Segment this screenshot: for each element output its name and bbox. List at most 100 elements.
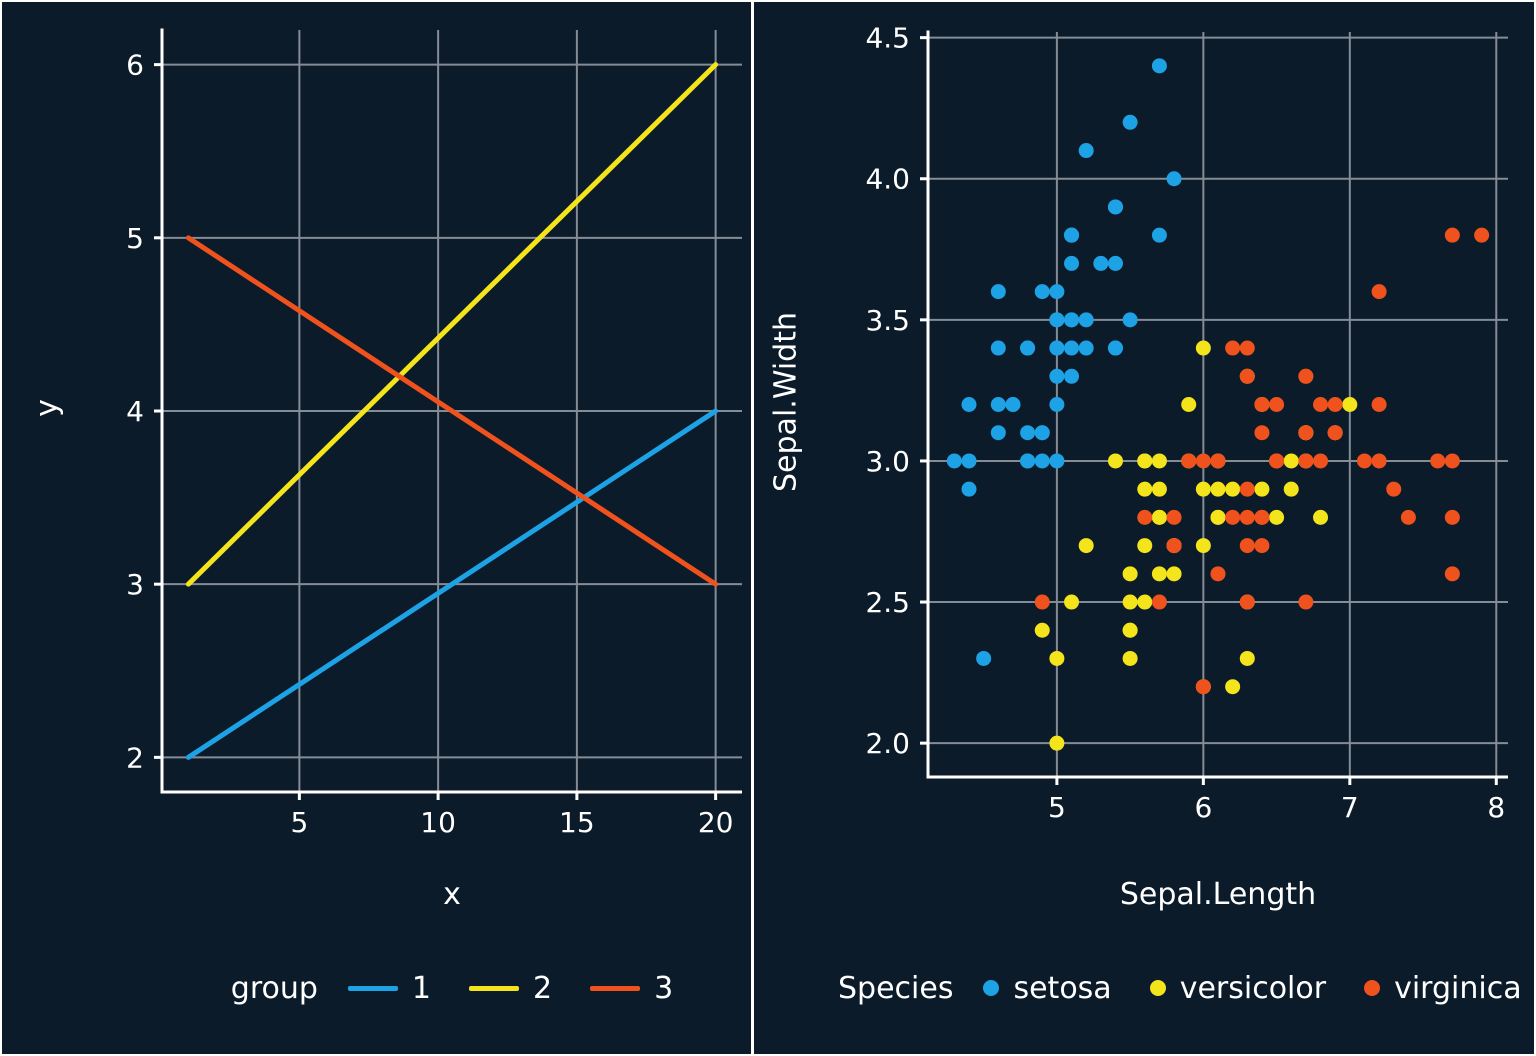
y-tick-label: 3.0 [865,445,910,478]
x-tick-label: 5 [1048,791,1066,824]
legend-item-3: 3 [590,971,673,1006]
legend-group: group 1 2 3 [162,962,742,1014]
legend-label: versicolor [1179,970,1327,1006]
point-versicolor [1122,594,1138,610]
legend-key-virginica [1364,980,1381,996]
point-setosa [1107,199,1123,215]
point-setosa [1107,255,1123,271]
y-tick-label: 3.5 [865,304,910,337]
point-setosa [990,340,1006,356]
point-virginica [1239,509,1255,525]
point-virginica [1371,453,1387,469]
legend-title: group [230,970,318,1006]
point-virginica [1356,453,1372,469]
scatter-chart-svg: 5 6 7 8 2.0 2.5 3.0 3.5 4.0 4.5 [865,22,1508,824]
point-setosa [976,650,992,666]
point-virginica [1313,453,1329,469]
point-setosa [1034,425,1050,441]
point-setosa [946,453,962,469]
point-versicolor [1107,453,1123,469]
legend-item-versicolor: versicolor [1149,970,1327,1006]
point-versicolor [1064,594,1080,610]
point-setosa [1020,340,1036,356]
point-versicolor [1269,509,1285,525]
legend-item-1: 1 [347,971,431,1006]
point-setosa [1049,368,1065,384]
y-tick-label: 2.5 [865,586,910,619]
point-versicolor [1137,481,1153,497]
point-versicolor [1195,481,1211,497]
y-tick-label: 6 [126,49,144,82]
point-setosa [1078,312,1094,328]
point-versicolor [1195,538,1211,554]
point-setosa [990,284,1006,300]
line-chart-panel: 5 10 15 20 2 3 4 5 6 x y group 1 2 3 [2,2,754,1054]
legend-label: 2 [533,970,553,1006]
point-setosa [1049,312,1065,328]
point-setosa [1034,284,1050,300]
point-versicolor [1181,397,1197,412]
point-versicolor [1151,566,1167,582]
point-virginica [1166,538,1182,554]
scatter-chart-panel: 5 6 7 8 2.0 2.5 3.0 3.5 4.0 4.5 Sepal.Length Sepa… [754,2,1534,1054]
legend-label: 3 [654,970,674,1006]
point-versicolor [1195,340,1211,356]
point-virginica [1166,509,1182,525]
point-virginica [1034,594,1050,610]
point-virginica [1151,594,1167,610]
legend-key-2 [469,985,520,991]
line-chart-svg: 5 10 15 20 2 3 4 5 6 [126,28,742,839]
point-versicolor [1283,453,1299,469]
point-versicolor [1210,481,1226,497]
legend-items: setosa versicolor virginica [983,970,1522,1006]
point-setosa [961,481,977,497]
point-virginica [1254,397,1270,412]
point-virginica [1195,679,1211,695]
point-virginica [1313,397,1329,412]
point-versicolor [1049,735,1065,751]
point-setosa [1049,453,1065,469]
point-virginica [1298,594,1314,610]
line-series-2 [185,62,719,587]
point-setosa [1049,340,1065,356]
point-virginica [1474,227,1490,243]
point-setosa [1020,425,1036,441]
legend-key-3 [590,985,641,991]
point-setosa [1122,312,1138,328]
point-virginica [1254,509,1270,525]
point-setosa [1034,453,1050,469]
point-versicolor [1342,397,1358,412]
point-virginica [1239,594,1255,610]
legend-species: Species setosa versicolor virginica [838,962,1522,1014]
y-tick-label: 2 [126,741,144,774]
point-setosa [1122,114,1138,130]
legend-label: setosa [1013,970,1112,1006]
point-versicolor [1210,509,1226,525]
x-axis-title: Sepal.Length [1119,877,1317,912]
point-virginica [1444,453,1460,469]
point-virginica [1239,368,1255,384]
x-tick-label: 8 [1487,791,1505,824]
point-virginica [1210,453,1226,469]
point-virginica [1444,227,1460,243]
point-setosa [961,397,977,412]
point-virginica [1327,425,1343,441]
point-virginica [1195,453,1211,469]
point-virginica [1430,453,1446,469]
point-setosa [1078,340,1094,356]
point-versicolor [1239,650,1255,666]
point-virginica [1327,397,1343,412]
point-virginica [1386,481,1402,497]
point-versicolor [1078,538,1094,554]
point-virginica [1239,481,1255,497]
y-tick-label: 2.0 [865,727,910,760]
point-virginica [1371,397,1387,412]
point-setosa [1107,340,1123,356]
point-versicolor [1313,509,1329,525]
x-tick-label: 6 [1194,791,1212,824]
point-versicolor [1151,509,1167,525]
point-versicolor [1225,481,1241,497]
point-setosa [1151,227,1167,243]
point-virginica [1225,340,1241,356]
legend-label: virginica [1394,970,1522,1006]
